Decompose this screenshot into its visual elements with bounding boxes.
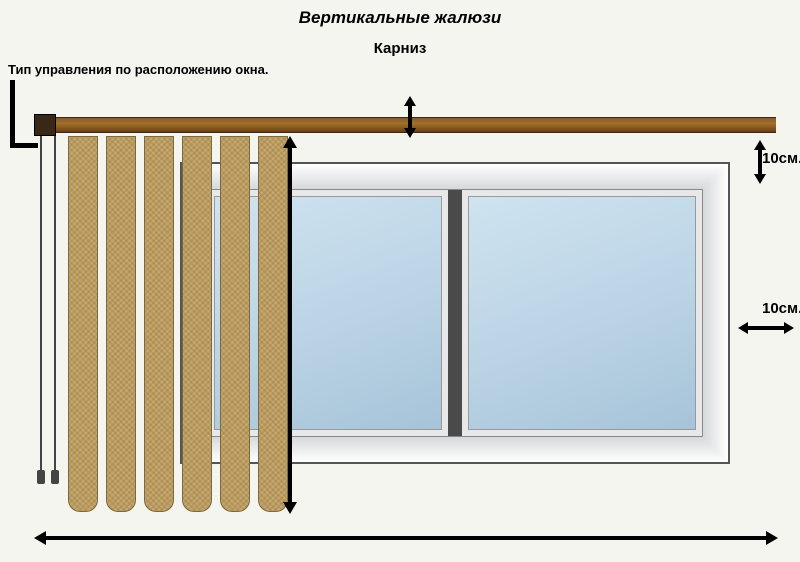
cornice-title: Карниз	[374, 40, 427, 57]
arrow-cornice-down	[400, 96, 420, 143]
slat	[182, 136, 212, 512]
slat	[68, 136, 98, 512]
main-title: Вертикальные жалюзи	[299, 8, 501, 28]
arrow-side-gap	[738, 318, 794, 343]
control-cord	[54, 136, 56, 476]
arrow-full-width	[34, 528, 778, 553]
slat	[106, 136, 136, 512]
window-mullion	[448, 190, 462, 436]
cord-weight	[51, 470, 59, 484]
arrow-full-height	[280, 136, 300, 519]
cord-weight	[37, 470, 45, 484]
control-type-label: Тип управления по расположению окна.	[8, 62, 268, 77]
mount-block	[34, 114, 56, 136]
dim-top-gap: 10см.	[762, 150, 800, 167]
dim-side-gap: 10см.	[762, 300, 800, 317]
slat	[220, 136, 250, 512]
slat	[144, 136, 174, 512]
diagram-canvas: Вертикальные жалюзи Карниз Тип управлени…	[0, 0, 800, 562]
control-cord	[40, 136, 42, 476]
window-pane-right	[462, 190, 702, 436]
